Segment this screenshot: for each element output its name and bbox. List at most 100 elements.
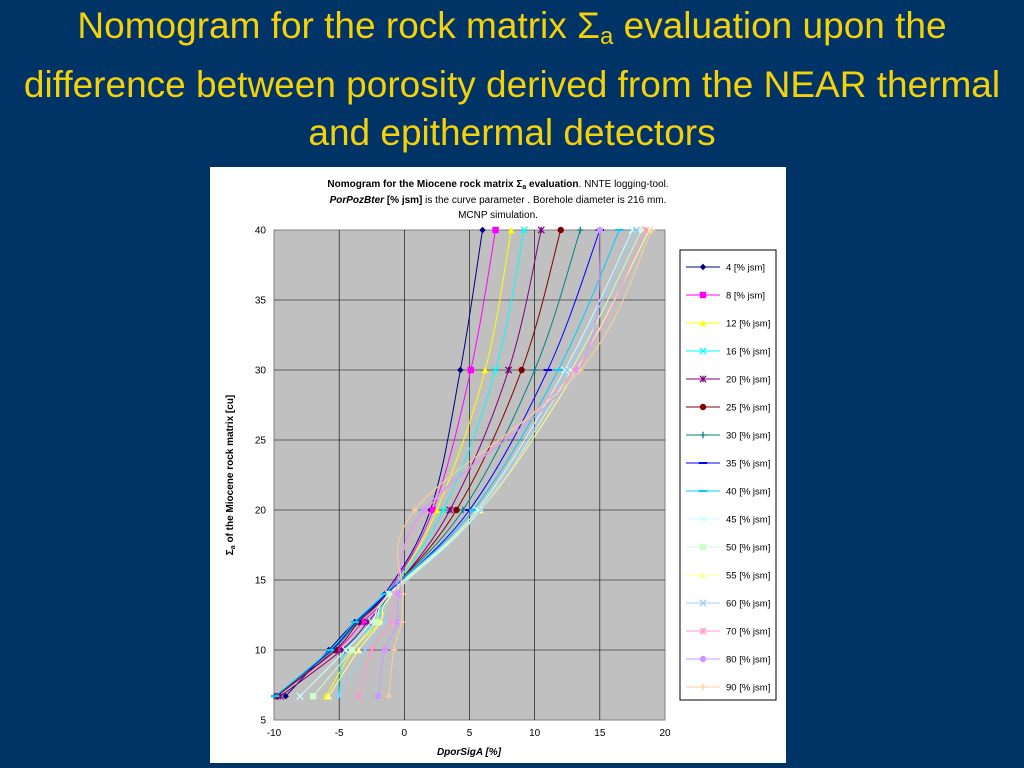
data-point: [420, 506, 428, 514]
data-point: [481, 366, 489, 374]
legend-marker: [699, 627, 707, 635]
legend-marker: [699, 571, 707, 579]
y-tick-labels: 5 10 15 20 25 30 35 40: [255, 226, 267, 727]
data-point: [361, 646, 369, 654]
data-point: [355, 646, 362, 654]
chart-panel: Nomogram for the Miocene rock matrix Σa …: [210, 167, 786, 763]
data-point: [560, 366, 569, 374]
data-point: [531, 366, 538, 374]
chart-title-sigma: Σ: [516, 179, 522, 190]
legend-label: 50 [% jsm]: [726, 543, 770, 554]
data-point: [411, 506, 418, 514]
data-point: [375, 693, 382, 700]
data-point: [381, 618, 389, 626]
legend-marker: [699, 347, 707, 355]
legend-marker: [699, 319, 707, 327]
legend-label: 12 [% jsm]: [726, 319, 770, 330]
y-axis-sigma-sub: a: [230, 545, 237, 549]
chart-title-line3: MCNP simulation.: [458, 210, 538, 221]
data-point: [395, 590, 403, 598]
data-point: [296, 692, 304, 700]
chart-title-bold2: evaluation: [526, 179, 578, 190]
x-tick-label: 15: [594, 728, 606, 739]
data-point: [398, 618, 405, 626]
data-point: [632, 226, 640, 234]
series-line: [285, 229, 484, 697]
data-point: [518, 366, 525, 374]
y-tick-label: 20: [255, 506, 267, 517]
series-line: [388, 229, 653, 697]
y-tick-label: 25: [255, 436, 267, 447]
data-point: [492, 226, 499, 234]
y-tick-label: 10: [255, 646, 267, 657]
chart-title-param: PorPozBter: [330, 195, 386, 206]
series-line: [274, 229, 620, 697]
chart-title-param-unit: [% jsm]: [384, 195, 422, 206]
legend-label: 70 [% jsm]: [726, 627, 770, 638]
data-point: [386, 590, 394, 598]
data-point: [335, 692, 343, 700]
legend-marker: [699, 515, 707, 523]
legend: 4 [% jsm] 8 [% jsm] 12 [% jsm] 16 [% jsm] 20…: [686, 263, 770, 694]
data-point: [557, 226, 564, 234]
legend-label: 40 [% jsm]: [726, 487, 770, 498]
data-point: [648, 226, 656, 234]
data-point: [429, 506, 437, 514]
legend-marker: [699, 291, 707, 299]
slide-title-part2: evaluation upon the difference between p…: [23, 5, 1001, 153]
data-point: [355, 692, 363, 700]
series-line: [312, 229, 642, 697]
data-point: [577, 226, 584, 234]
x-tick-label: -5: [335, 728, 344, 739]
sigma-symbol: Σ: [577, 5, 600, 46]
data-point: [359, 618, 366, 626]
legend-marker: [699, 683, 707, 691]
chart-title-line1: Nomogram for the Miocene rock matrix Σa …: [327, 179, 668, 191]
data-point: [567, 366, 575, 374]
data-point: [349, 646, 356, 654]
data-point: [577, 366, 584, 374]
legend-label: 25 [% jsm]: [726, 403, 770, 414]
data-point: [457, 366, 464, 374]
slide-title-part1: Nomogram for the rock matrix: [77, 5, 578, 46]
series-line: [377, 229, 601, 697]
data-point: [446, 506, 454, 514]
data-point: [390, 646, 398, 654]
series-line: [274, 229, 581, 697]
data-point: [325, 693, 332, 700]
legend-label: 35 [% jsm]: [726, 459, 770, 470]
x-tick-label: 10: [529, 728, 541, 739]
chart-title-line2-rest: is the curve parameter . Borehole diamet…: [422, 195, 666, 206]
data-point: [641, 226, 650, 234]
data-point: [282, 693, 289, 700]
data-point: [368, 646, 376, 654]
data-point: [385, 693, 392, 700]
series-line: [325, 229, 512, 697]
y-tick-label: 30: [255, 366, 267, 377]
data-point: [439, 506, 448, 514]
y-axis-sigma: Σ: [225, 549, 236, 555]
data-point: [459, 506, 467, 514]
data-point: [453, 506, 460, 514]
x-axis-label: DporSigA [%]: [437, 747, 502, 758]
y-tick-label: 35: [255, 296, 267, 307]
chart-title-line2: PorPozBter [% jsm] is the curve paramete…: [330, 195, 667, 206]
legend-label: 60 [% jsm]: [726, 599, 770, 610]
data-point: [433, 506, 441, 514]
legend-label: 90 [% jsm]: [726, 683, 770, 694]
legend-label: 4 [% jsm]: [726, 263, 765, 274]
legend-marker: [699, 655, 707, 663]
data-point: [504, 366, 513, 374]
data-point: [387, 618, 395, 626]
sigma-subscript: a: [599, 23, 614, 50]
data-series: [271, 226, 656, 700]
data-point: [309, 693, 317, 700]
legend-label: 30 [% jsm]: [726, 431, 770, 442]
chart-title-rest: . NNTE logging-tool.: [579, 179, 669, 190]
legend-label: 45 [% jsm]: [726, 515, 770, 526]
series-line: [338, 229, 525, 697]
chart-title-sigma-sub: a: [522, 184, 526, 191]
data-point: [342, 646, 350, 654]
data-point: [563, 366, 571, 374]
legend-label: 8 [% jsm]: [726, 291, 765, 302]
